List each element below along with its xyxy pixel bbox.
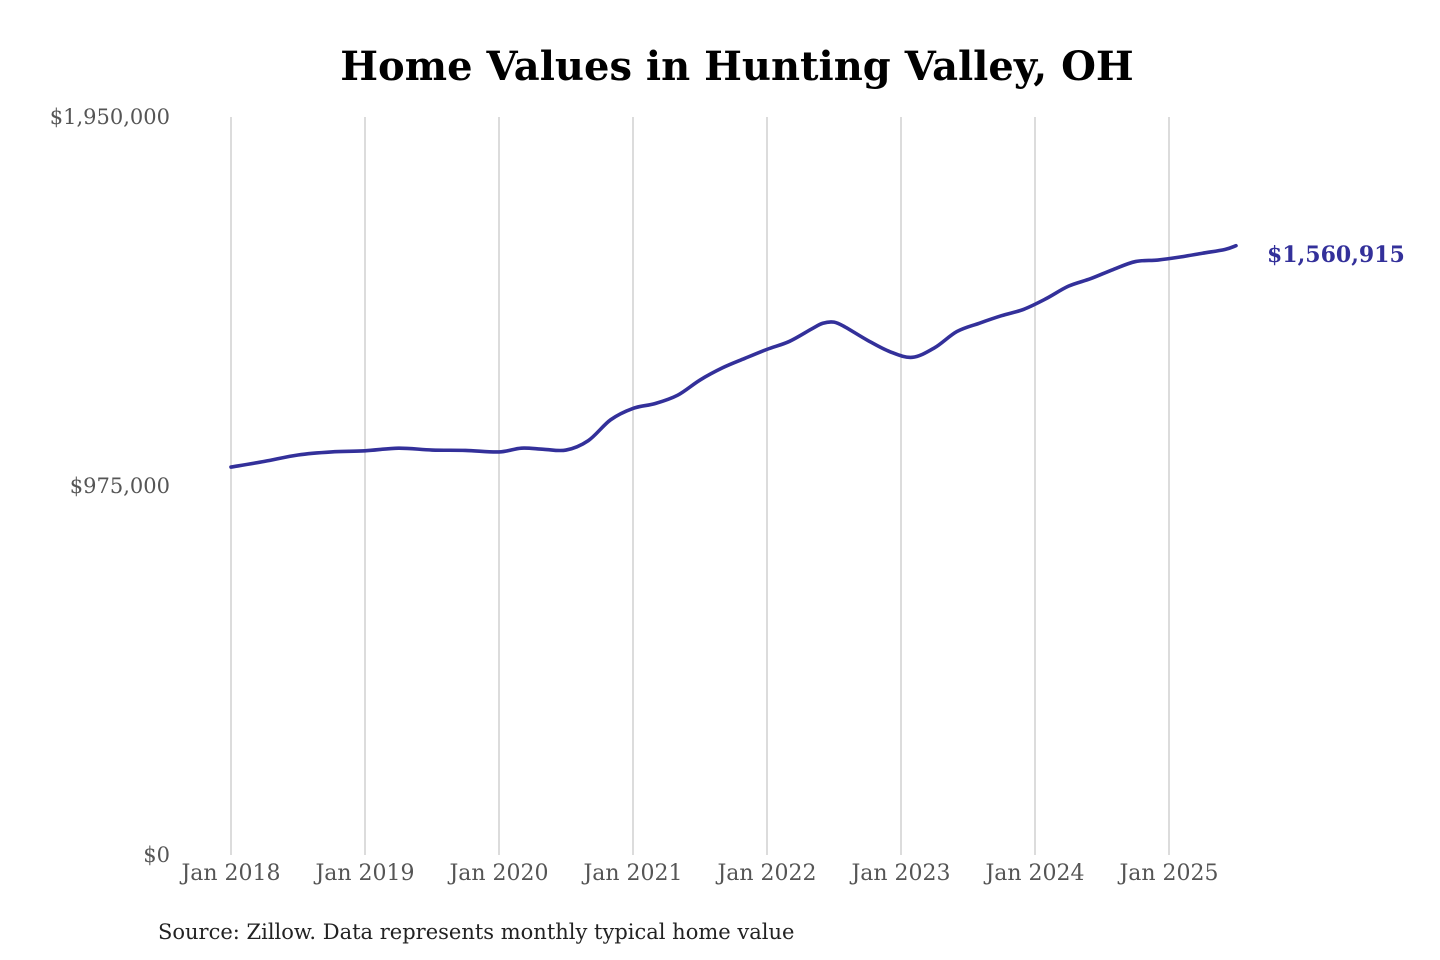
gridlines (230, 117, 1170, 855)
y-tick-label: $0 (143, 843, 170, 867)
x-tick-label: Jan 2024 (983, 861, 1084, 886)
x-tick-label: Jan 2022 (715, 861, 816, 886)
y-axis-ticks: $0 $975,000 $1,950,000 (50, 105, 170, 867)
x-axis-ticks: Jan 2018 Jan 2019 Jan 2020 Jan 2021 Jan 2022… (179, 861, 1218, 886)
x-tick-label: Jan 2020 (447, 861, 548, 886)
x-tick-label: Jan 2025 (1117, 861, 1218, 886)
x-tick-label: Jan 2021 (581, 861, 682, 886)
source-note: Source: Zillow. Data represents monthly … (158, 920, 794, 944)
series-layer (229, 243, 1238, 469)
x-tick-label: Jan 2018 (179, 861, 280, 886)
series-line (229, 243, 1238, 469)
x-tick-label: Jan 2019 (313, 861, 414, 886)
y-tick-label: $1,950,000 (50, 105, 170, 129)
y-tick-label: $975,000 (70, 474, 170, 498)
chart-title: Home Values in Hunting Valley, OH (340, 43, 1133, 90)
end-value-label: $1,560,915 (1267, 242, 1405, 268)
x-tick-label: Jan 2023 (849, 861, 950, 886)
